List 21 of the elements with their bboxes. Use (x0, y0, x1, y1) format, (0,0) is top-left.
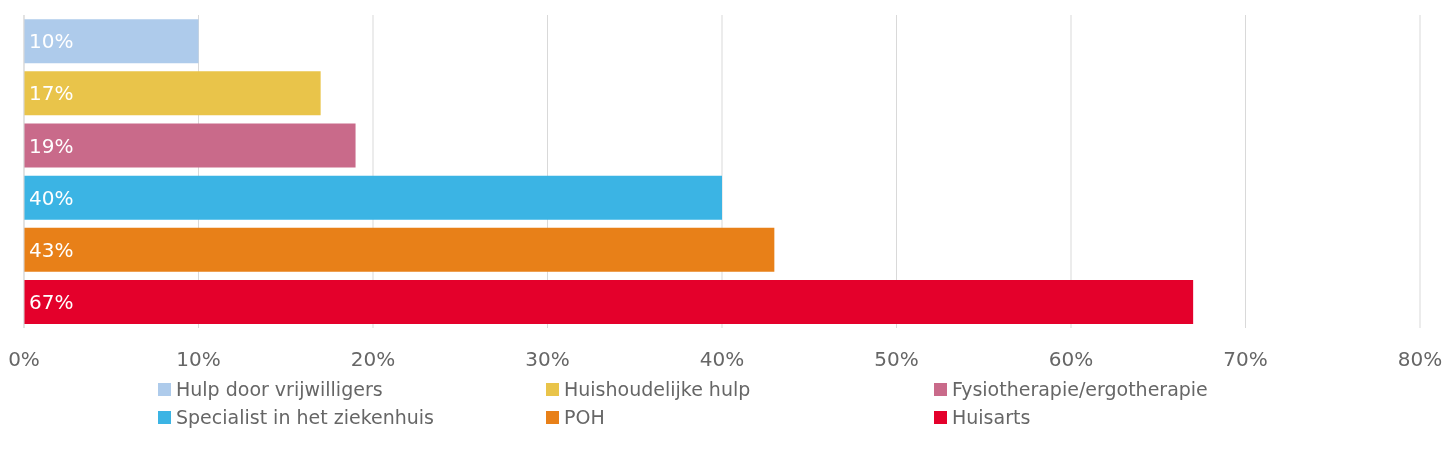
x-tick-label: 80% (1397, 347, 1443, 372)
data-label: 67% (29, 290, 74, 315)
x-tick-label: 20% (350, 347, 396, 372)
x-tick-label: 30% (525, 347, 570, 372)
x-tick-label: 50% (874, 347, 919, 372)
legend-label: Specialist in het ziekenhuis (176, 406, 434, 428)
legend-label: Fysiotherapie/ergotherapie (952, 378, 1208, 400)
data-label: 40% (29, 185, 74, 210)
x-tick-label: 0% (8, 347, 40, 372)
data-label: 43% (29, 237, 74, 262)
x-tick-label: 60% (1048, 347, 1094, 372)
x-tick-label: 10% (176, 347, 221, 372)
data-label: 17% (29, 81, 74, 106)
legend-label: Hulp door vrijwilligers (176, 378, 383, 400)
x-tick-label: 70% (1223, 347, 1268, 372)
x-tick-label: 40% (699, 347, 745, 372)
legend-label: Huishoudelijke hulp (564, 378, 751, 400)
data-label: 19% (29, 133, 74, 158)
data-label: 10% (29, 29, 74, 54)
legend-label: POH (564, 406, 605, 428)
legend-label: Huisarts (952, 406, 1031, 428)
